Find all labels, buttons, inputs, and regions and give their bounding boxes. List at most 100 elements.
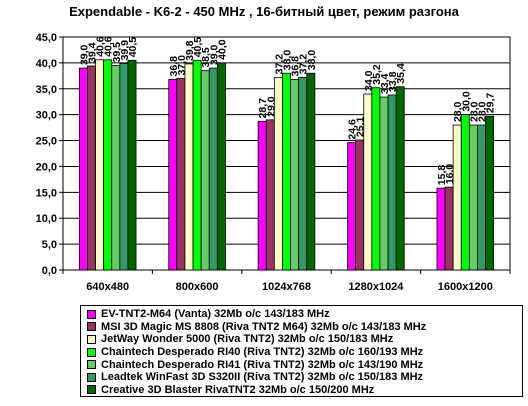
data-label: 39,8 [184,40,196,61]
data-label: 40,6 [103,36,115,57]
bar [216,62,226,271]
bar [347,142,357,271]
data-label: 30,0 [460,91,472,112]
y-tick-label: 35,0 [36,84,57,96]
data-label: 38,5 [200,47,212,68]
legend-label: MSI 3D Magic MS 8808 (Riva TNT2 M64) 32M… [101,320,427,333]
x-tick-label: 800x600 [176,281,219,293]
bar [127,59,137,271]
bar [363,93,373,271]
legend-swatch [87,322,96,332]
data-label: 39,0 [78,44,90,65]
legend-label: EV-TNT2-M64 (Vanta) 32Mb o/c 143/183 MHz [101,308,330,321]
bar [477,124,486,271]
chart-title: Expendable - K6-2 - 450 MHz , 16-битный … [69,4,459,19]
x-tick-label: 1024x768 [262,281,311,293]
data-label: 39,5 [111,42,123,63]
bar [192,59,202,271]
data-label: 35,2 [371,64,383,85]
bar [298,76,308,271]
bar [168,79,178,271]
bar [208,67,218,271]
bar [387,94,397,271]
data-label: 37,2 [273,54,285,75]
bar [306,72,316,271]
legend-swatch [87,334,96,344]
data-label: 39,0 [208,44,220,65]
y-tick-label: 30,0 [36,110,57,122]
bar [371,87,381,271]
data-label: 36,8 [168,56,180,77]
data-label: 39,9 [119,40,131,61]
bar [379,96,389,271]
data-label: 36,8 [290,56,302,77]
data-label: 28,0 [468,101,480,122]
bar [78,67,88,271]
legend-swatch [87,360,96,370]
legend-label: JetWay Wonder 5000 (Riva TNT2) 32Mb o/c … [101,333,394,346]
data-label: 24,6 [347,119,359,140]
y-tick-label: 15,0 [36,187,57,199]
bar [184,63,194,271]
bar [176,78,186,271]
y-tick-label: 20,0 [36,161,57,173]
legend-swatch [87,347,96,357]
y-tick-label: 5,0 [42,239,57,251]
bar [111,65,121,271]
legend-swatch [87,385,96,395]
bar [119,63,129,271]
data-label: 38,0 [306,50,318,71]
data-label: 15,8 [436,165,448,186]
x-tick-label: 640x480 [86,281,129,293]
legend-item: Chaintech Desperado RI41 (Riva TNT2) 32M… [87,358,522,371]
legend-item: Leadtek WinFast 3D S320II (Riva TNT2) 32… [87,371,522,384]
x-tick-label: 1600x1200 [438,281,493,293]
bar [485,115,495,271]
y-tick-label: 40,0 [36,58,57,70]
bar [282,72,291,271]
y-tick-label: 10,0 [36,213,57,225]
data-label: 29,7 [485,93,497,114]
legend-item: JetWay Wonder 5000 (Riva TNT2) 32Mb o/c … [87,333,522,346]
legend-label: Leadtek WinFast 3D S320II (Riva TNT2) 32… [101,371,424,384]
y-tick-label: 0,0 [42,265,57,277]
data-label: 34,0 [363,70,375,91]
data-label: 33,4 [379,73,391,94]
bar [87,65,96,271]
bar [468,124,478,271]
legend-swatch [87,309,96,319]
bar [95,59,105,271]
data-label: 38,0 [282,50,294,71]
y-tick-label: 25,0 [36,136,57,148]
legend-item: Creative 3D Blaster RivaTNT2 32Mb o/c 15… [87,384,522,397]
data-label: 40,0 [216,39,228,60]
bar [355,139,365,271]
data-label: 40,5 [192,37,204,58]
bar [257,120,267,271]
x-tick-label: 1280x1024 [348,281,404,293]
data-label: 40,5 [127,37,139,58]
bar [452,124,462,271]
bar [103,59,113,271]
legend-swatch [87,372,96,382]
data-label: 40,6 [95,36,107,57]
data-label: 39,4 [87,42,99,63]
bar [460,114,470,271]
bar [444,186,454,271]
bar [273,76,283,271]
bar [200,70,210,271]
data-label: 37,2 [298,54,310,75]
y-tick-label: 45,0 [36,32,57,44]
legend-item: MSI 3D Magic MS 8808 (Riva TNT2 M64) 32M… [87,321,522,334]
bar [290,79,300,271]
legend-label: Creative 3D Blaster RivaTNT2 32Mb o/c 15… [101,383,375,396]
legend-item: Chaintech Desperado RI40 (Riva TNT2) 32M… [87,346,522,359]
bar [265,119,275,271]
data-label: 35,4 [395,63,407,84]
data-label: 28,7 [257,98,269,119]
bar [436,187,446,271]
legend-label: Chaintech Desperado RI41 (Riva TNT2) 32M… [101,358,424,371]
chart-legend: EV-TNT2-M64 (Vanta) 32Mb o/c 143/183 MHz… [80,305,523,397]
legend-label: Chaintech Desperado RI40 (Riva TNT2) 32M… [101,346,424,359]
